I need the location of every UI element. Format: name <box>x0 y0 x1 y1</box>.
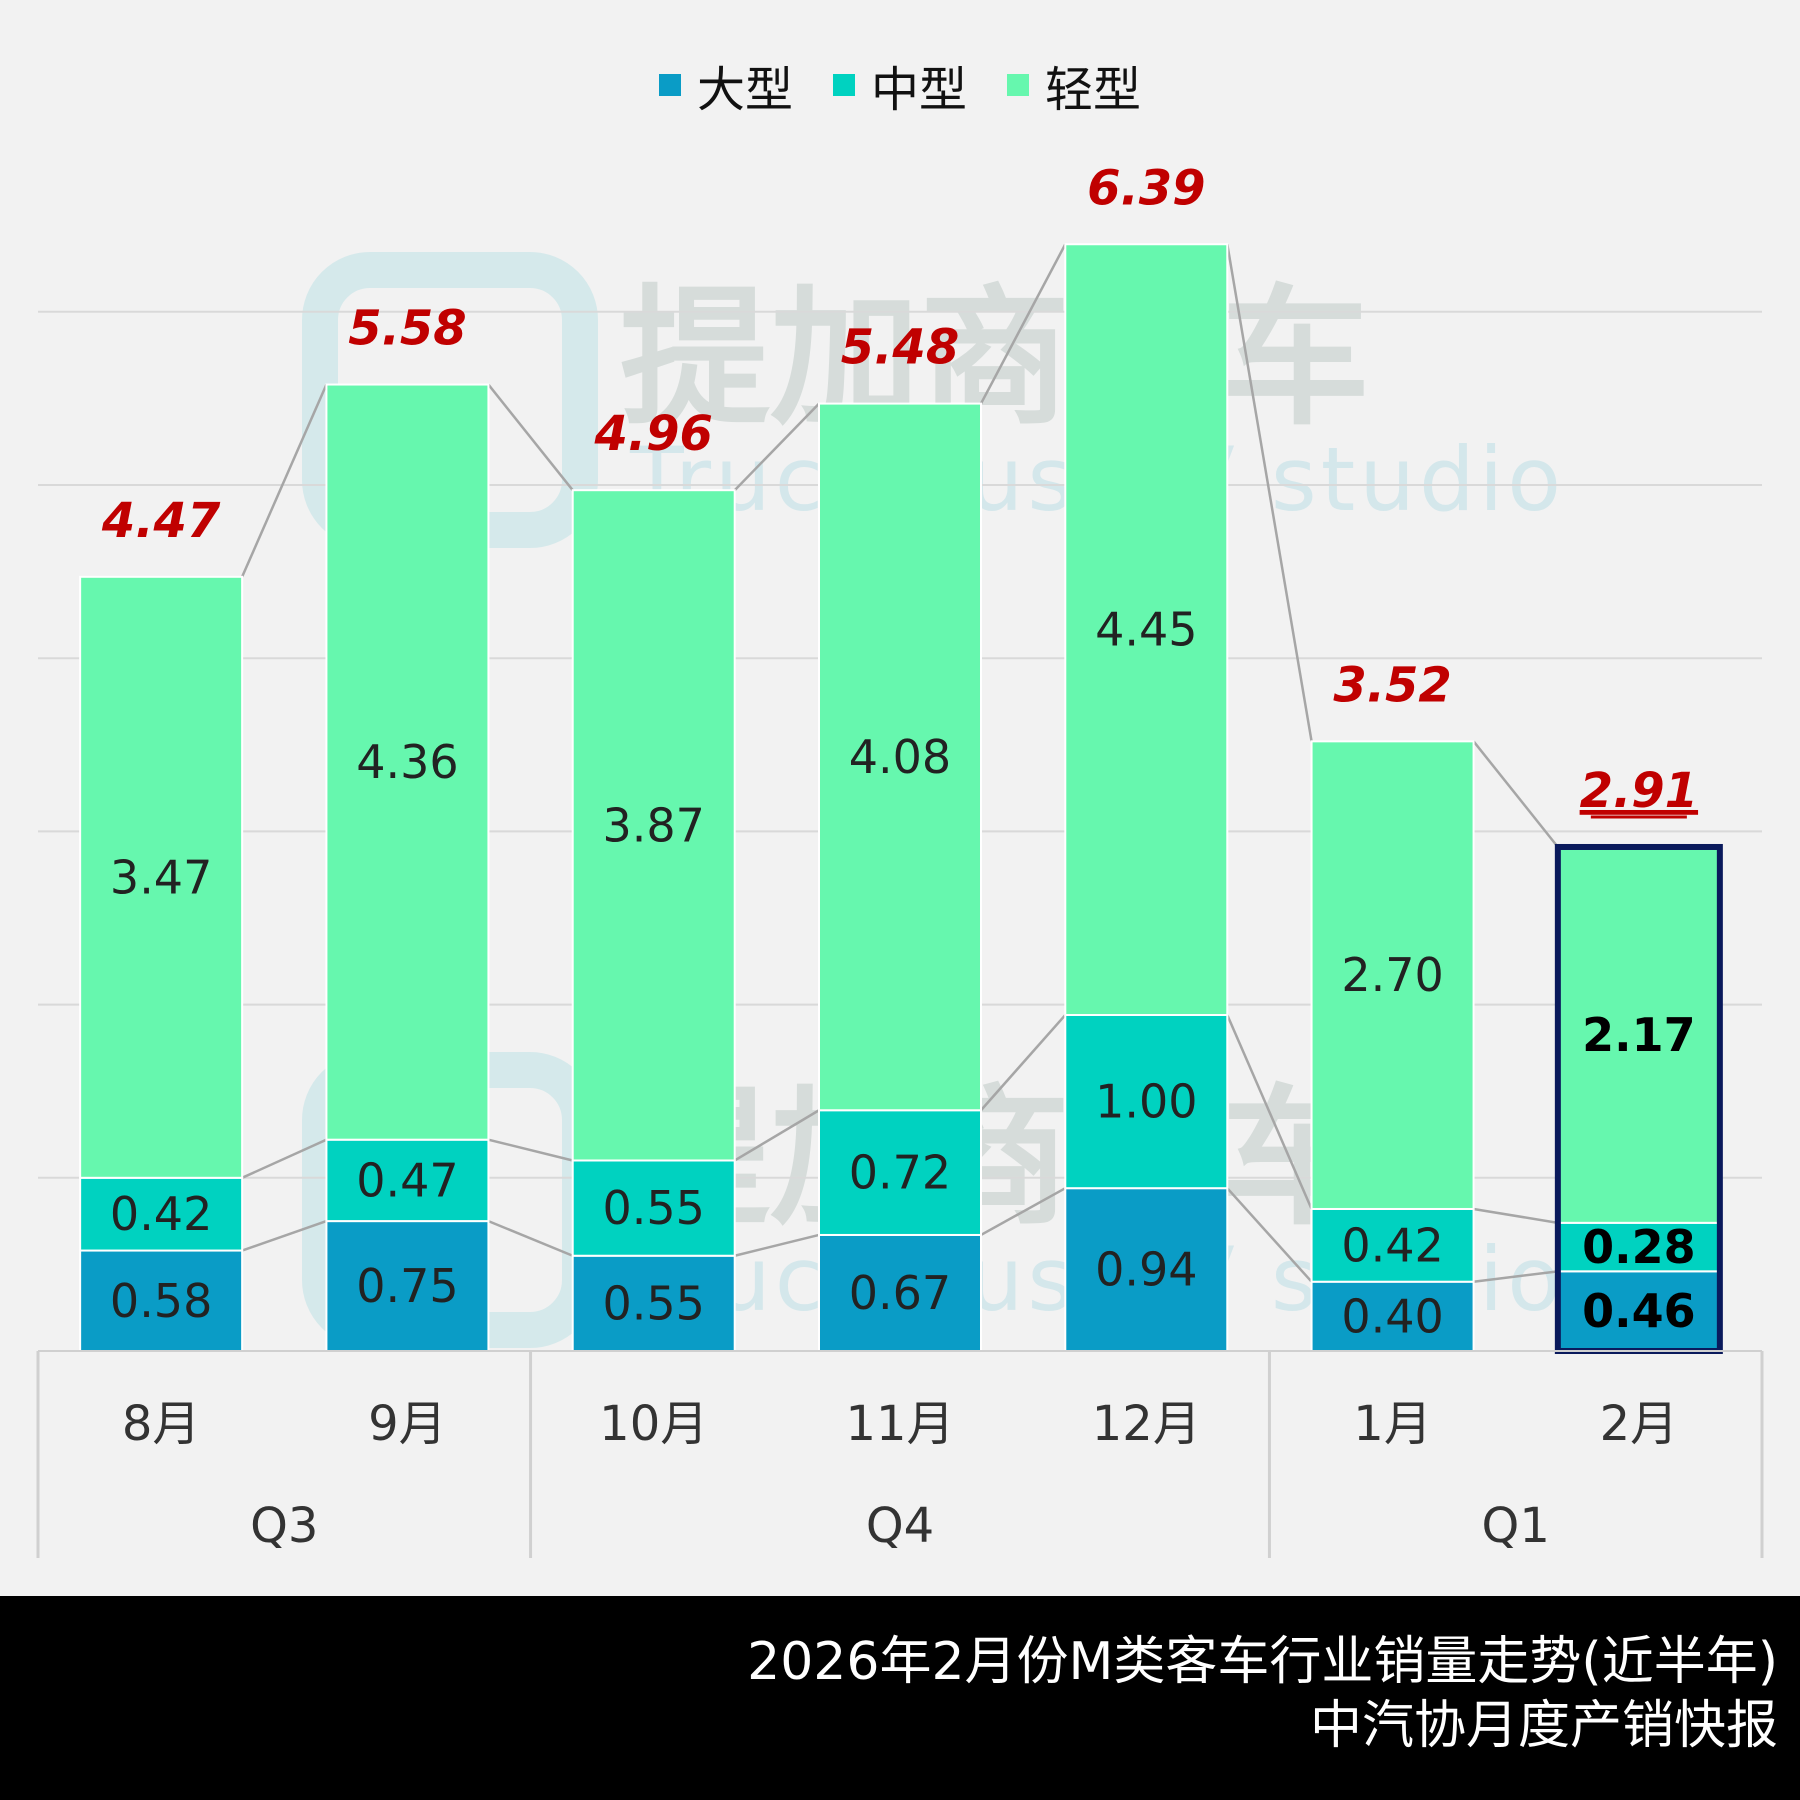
stacked-bar-chart: 提加商用车TruckPlus CV studio提加商用车TruckPlus C… <box>36 160 1764 1558</box>
legend-label: 中型 <box>870 62 967 118</box>
data-label: 4.08 <box>849 730 951 784</box>
legend-swatch <box>1007 74 1029 96</box>
series-connector-line <box>734 1109 820 1162</box>
bar-segment <box>325 1220 490 1352</box>
series-connector-line <box>487 1219 574 1257</box>
series-connector-line <box>1226 244 1313 742</box>
bar-segment <box>325 1138 490 1223</box>
bar-segment <box>571 1159 736 1257</box>
series-connector-line <box>980 1014 1067 1112</box>
legend-item-light: 轻型 <box>1007 50 1141 120</box>
legend: 大型 中型 轻型 <box>0 50 1800 120</box>
chart-title: 2026年2月份M类客车行业销量走势(近半年) <box>747 1632 1778 1692</box>
bar-segment <box>571 489 736 1162</box>
group-label: Q1 <box>1482 1498 1550 1554</box>
category-label: 10月 <box>599 1396 708 1452</box>
data-label: 0.55 <box>603 1181 705 1235</box>
series-connector-line <box>487 383 574 491</box>
data-label: 4.45 <box>1095 603 1197 657</box>
data-label: 0.40 <box>1341 1289 1443 1343</box>
bar-segment <box>79 1176 244 1252</box>
watermark-text: 提加商用车 <box>620 1072 1370 1246</box>
series-connector-line <box>1472 740 1559 848</box>
series-connector-line <box>240 384 328 578</box>
bar-segment <box>325 383 490 1141</box>
series-connector-line <box>241 1219 327 1252</box>
series-connector-line <box>979 243 1067 405</box>
series-connector-line <box>980 1187 1066 1237</box>
series-connector-line <box>1226 1014 1313 1210</box>
total-label: 6.39 <box>1087 160 1205 216</box>
data-label: 0.42 <box>110 1187 212 1241</box>
data-label: 2.17 <box>1582 1008 1696 1062</box>
bar-segment <box>818 402 982 1112</box>
data-label: 0.72 <box>849 1146 951 1200</box>
data-label: 0.94 <box>1095 1243 1197 1297</box>
bar-segment <box>1556 1270 1721 1352</box>
series-connector-line <box>241 1138 327 1179</box>
bar-segment <box>1310 740 1475 1210</box>
series-connector-line <box>733 402 820 492</box>
category-label: 2月 <box>1600 1396 1679 1452</box>
bar-segment <box>1310 1280 1475 1352</box>
watermark-text: 提加商用车 <box>620 272 1370 446</box>
data-label: 0.28 <box>1582 1220 1696 1274</box>
bar-segment <box>1310 1207 1475 1283</box>
data-label: 0.55 <box>603 1276 705 1330</box>
total-label: 5.58 <box>348 301 466 357</box>
total-label: 4.96 <box>593 406 712 462</box>
data-label: 2.70 <box>1341 948 1443 1002</box>
legend-swatch <box>658 74 681 96</box>
legend-item-large: 大型 <box>658 50 793 120</box>
series-connector-line <box>1473 1270 1559 1283</box>
total-label: 2.91 <box>1580 763 1698 819</box>
legend-label: 大型 <box>696 62 793 118</box>
bar-segment <box>1556 1221 1721 1273</box>
category-label: 11月 <box>845 1396 954 1452</box>
group-label: Q3 <box>250 1498 318 1554</box>
bar-segment <box>1064 243 1229 1016</box>
series-connector-line <box>734 1233 820 1257</box>
series-connector-line <box>1473 1207 1559 1225</box>
data-label: 3.47 <box>110 850 212 904</box>
data-label: 1.00 <box>1095 1075 1197 1129</box>
data-label: 0.58 <box>110 1274 212 1328</box>
bar-segment <box>1556 845 1721 1224</box>
category-label: 9月 <box>368 1396 447 1452</box>
series-connector-line <box>1226 1187 1313 1283</box>
series-connector-line <box>488 1138 574 1162</box>
total-label: 3.52 <box>1333 657 1451 713</box>
data-label: 4.36 <box>356 735 458 789</box>
data-label: 0.46 <box>1582 1284 1696 1338</box>
data-label: 0.42 <box>1341 1218 1443 1272</box>
bar-segment <box>79 575 244 1179</box>
legend-item-medium: 中型 <box>832 50 967 120</box>
category-label: 8月 <box>122 1396 201 1452</box>
footer: 2026年2月份M类客车行业销量走势(近半年) 中汽协月度产销快报 <box>0 1596 1800 1800</box>
data-label: 0.75 <box>356 1259 458 1313</box>
category-label: 12月 <box>1092 1396 1201 1452</box>
data-label: 0.67 <box>849 1266 951 1320</box>
data-label: 3.87 <box>603 798 705 852</box>
data-label: 0.47 <box>356 1153 458 1207</box>
category-label: 1月 <box>1353 1396 1432 1452</box>
bar-segment <box>818 1109 982 1236</box>
total-label: 4.47 <box>101 493 221 549</box>
bar-segment <box>818 1233 982 1353</box>
total-label: 5.48 <box>841 320 959 376</box>
bar-segment <box>1064 1187 1229 1353</box>
legend-swatch <box>832 74 855 96</box>
group-label: Q4 <box>866 1498 934 1554</box>
legend-label: 轻型 <box>1045 62 1142 118</box>
source-note: 中汽协月度产销快报 <box>1309 1696 1778 1756</box>
